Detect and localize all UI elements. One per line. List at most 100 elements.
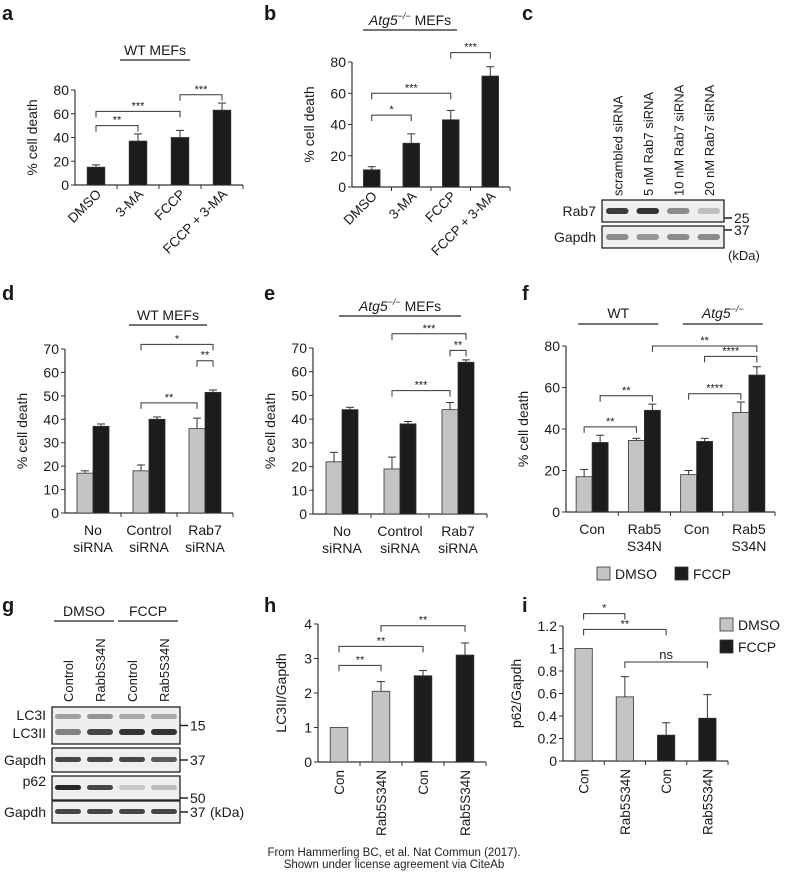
- significance-label: ****: [722, 345, 740, 357]
- blot-band: [87, 757, 113, 762]
- y-tick-label: 60: [43, 364, 59, 380]
- bar-value: [212, 109, 232, 186]
- significance-label: **: [356, 654, 365, 666]
- marker-label: 37: [190, 752, 206, 768]
- chart-title: WT MEFs: [137, 307, 199, 323]
- significance-bracket: [450, 52, 491, 59]
- bar-dmso: [680, 474, 698, 513]
- marker-label: 37: [190, 804, 206, 820]
- x-tick-label: Control siRNA: [126, 522, 171, 555]
- x-tick-label: FCCP: [152, 187, 189, 224]
- bar-value: [363, 169, 381, 188]
- lane-label: 10 nM Rab7 siRNA: [671, 84, 686, 196]
- panel-label: i: [522, 595, 528, 617]
- significance-bracket: [196, 360, 214, 367]
- chart-panel-a: a WT MEFs 0 20 40 60 80 % cell death DMSO 3-MA FCC…: [2, 3, 244, 257]
- blot-band: [55, 757, 81, 762]
- bar-value: [698, 717, 717, 762]
- y-tick-label: 20: [291, 459, 307, 475]
- y-tick-label: 40: [330, 117, 346, 133]
- bar-fccp: [591, 442, 609, 513]
- blot-band: [87, 714, 113, 719]
- significance-bracket: [688, 393, 742, 400]
- x-tick-label: DMSO: [341, 189, 380, 228]
- y-tick-label: 0: [304, 754, 312, 770]
- blot-strip: [601, 225, 725, 249]
- significance-bracket: [391, 390, 451, 397]
- blot-band: [151, 757, 177, 762]
- significance-bracket: [391, 333, 467, 340]
- x-tick-label: Control siRNA: [377, 523, 422, 556]
- blot-band: [55, 785, 81, 790]
- x-tick-label: Con: [332, 770, 347, 795]
- y-tick-label: 40: [544, 421, 560, 437]
- x-tick-label-line: siRNA: [185, 539, 225, 555]
- bar-dmso: [188, 428, 206, 514]
- y-tick-label: 0: [549, 753, 557, 769]
- y-axis-label: % cell death: [262, 393, 278, 469]
- x-tick-label-line: siRNA: [438, 540, 478, 556]
- bar-dmso: [325, 461, 343, 515]
- y-tick-label: 20: [544, 463, 560, 479]
- blot-band: [119, 785, 145, 790]
- legend-swatch-dmso: [596, 566, 611, 581]
- chart-title: Atg5−/− MEFs: [358, 297, 441, 314]
- y-tick-label: 30: [43, 435, 59, 451]
- legend-label-dmso: DMSO: [738, 617, 780, 633]
- y-tick-label: 30: [291, 435, 307, 451]
- bar-value: [413, 675, 433, 763]
- chart-title: Atg5−/− MEFs: [368, 11, 451, 28]
- marker-label: 25: [734, 210, 750, 226]
- y-tick-label: 50: [291, 387, 307, 403]
- chart-title: WT MEFs: [124, 42, 186, 58]
- y-tick-label: 0.4: [538, 708, 558, 724]
- y-axis-label: % cell death: [24, 99, 40, 175]
- lane-label: Control: [125, 660, 140, 702]
- group-title-superscript: −/−: [731, 304, 744, 314]
- x-tick-label-line: Rab5: [628, 521, 662, 537]
- blot-band: [87, 809, 113, 814]
- significance-label: ***: [132, 100, 146, 112]
- blot-strip: [601, 199, 725, 223]
- bar-value: [329, 727, 349, 763]
- significance-bracket: [95, 125, 139, 132]
- x-tick-label: Rab5S34N: [374, 770, 389, 836]
- blot-band: [606, 208, 629, 214]
- bar-fccp: [643, 409, 661, 513]
- x-tick-label-line: No: [333, 523, 351, 539]
- significance-bracket: [380, 625, 466, 632]
- group-label: FCCP: [129, 603, 167, 619]
- x-tick-label: Rab5S34N: [618, 769, 633, 835]
- significance-bracket: [583, 613, 626, 620]
- y-tick-label: 2: [304, 685, 312, 701]
- blot-band: [87, 729, 113, 735]
- legend-label-fccp: FCCP: [738, 639, 776, 655]
- significance-label: ***: [195, 84, 209, 96]
- legend-swatch-dmso: [719, 617, 734, 632]
- blot-band: [697, 234, 720, 240]
- blot-band: [119, 809, 145, 814]
- group-title-text: WT: [607, 305, 629, 321]
- blot-band: [87, 785, 113, 790]
- bar-fccp: [341, 409, 359, 515]
- panel-label: a: [2, 3, 14, 25]
- y-tick-label: 40: [53, 130, 69, 146]
- significance-label: **: [700, 335, 709, 347]
- y-axis-label: p62/Gapdh: [508, 659, 524, 728]
- significance-bracket: [140, 343, 214, 351]
- bar-dmso: [76, 472, 94, 514]
- bar-value: [455, 654, 475, 763]
- significance-bracket: [583, 426, 637, 433]
- significance-label: *: [175, 333, 180, 345]
- bar-value: [442, 119, 460, 188]
- blot-band: [151, 809, 177, 814]
- bar-value: [86, 166, 106, 186]
- significance-label: **: [113, 115, 122, 127]
- marker-label: 37: [734, 222, 750, 238]
- chart-panel-b: b Atg5−/− MEFs 0 20 40 60 80 % cell death DMSO 3-…: [264, 3, 511, 259]
- x-tick-label-line: No: [84, 522, 102, 538]
- lane-label: RabbS34N: [93, 638, 108, 702]
- x-tick-label-line: Rab7: [188, 522, 222, 538]
- blot-band: [151, 714, 177, 719]
